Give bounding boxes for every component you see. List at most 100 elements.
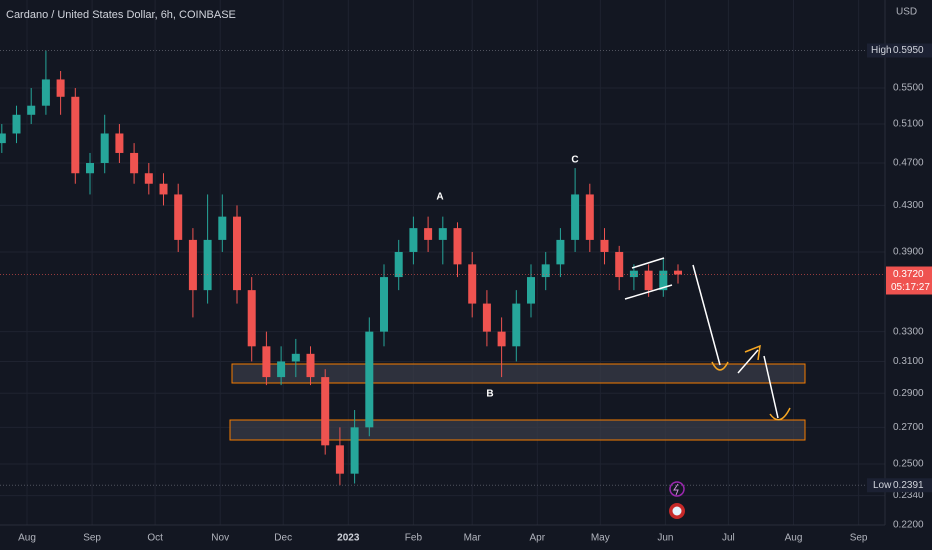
y-tick-label: 0.2500 — [893, 459, 924, 470]
y-tick-label: 0.3100 — [893, 356, 924, 367]
candle-body — [350, 427, 359, 474]
x-tick-label: Aug — [785, 533, 803, 544]
wave-label: B — [486, 389, 493, 400]
candle-body — [86, 162, 95, 174]
candle-body — [291, 353, 300, 362]
candle-body — [159, 183, 168, 195]
support-zone — [229, 419, 806, 441]
chart-title: Cardano / United States Dollar, 6h, COIN… — [6, 9, 236, 21]
x-tick-label: Dec — [274, 533, 292, 544]
candle-body — [380, 277, 389, 332]
candle-body — [615, 251, 624, 278]
x-tick-label: Nov — [211, 533, 229, 544]
candle-body — [600, 239, 609, 252]
candle-body — [321, 377, 330, 446]
y-tick-label: 0.2340 — [893, 490, 924, 501]
wave-label: C — [571, 155, 578, 166]
candle-body — [12, 114, 21, 134]
x-tick-label: Jun — [657, 533, 673, 544]
channel-line — [631, 257, 665, 269]
x-tick-label: Oct — [147, 533, 163, 544]
candle-body — [424, 228, 433, 240]
candle-body — [277, 361, 286, 378]
candle-body — [556, 239, 565, 265]
candle-body — [115, 133, 124, 153]
candle-body — [100, 133, 109, 163]
event-icon[interactable] — [669, 481, 685, 497]
arrow-head — [744, 344, 761, 361]
channel-line — [624, 284, 673, 300]
y-tick-label: 0.2900 — [893, 388, 924, 399]
candle-body — [629, 270, 638, 278]
candle-body — [27, 105, 36, 115]
event-icon — [673, 483, 679, 496]
candle-body — [233, 216, 242, 291]
candle-body — [585, 194, 594, 240]
last-price: 0.3720 — [893, 269, 924, 280]
candle-body — [674, 270, 683, 275]
candle-body — [468, 264, 477, 304]
candle-body — [335, 445, 344, 474]
low-tag — [867, 478, 932, 493]
event-icon — [672, 506, 682, 516]
candle-body — [453, 228, 462, 265]
countdown: 05:17:27 — [891, 282, 930, 293]
x-tick-label: Aug — [18, 533, 36, 544]
candle-body — [571, 194, 580, 240]
candle-body — [56, 79, 65, 97]
candle-body — [247, 290, 256, 347]
candle-body — [130, 152, 139, 174]
high-tag — [867, 43, 932, 58]
candle-body — [497, 331, 506, 347]
arrow — [692, 264, 721, 366]
arrow — [763, 355, 779, 419]
candles — [0, 50, 683, 486]
low-label: Low — [873, 480, 892, 491]
y-tick-label: 0.4300 — [893, 200, 924, 211]
candle-body — [306, 353, 315, 378]
y-tick-label: 0.4700 — [893, 158, 924, 169]
candle-body — [482, 303, 491, 332]
x-tick-label: Sep — [850, 533, 868, 544]
support-zone — [231, 363, 806, 384]
candle-body — [71, 96, 80, 174]
candle-body — [188, 239, 197, 291]
candle-body — [409, 228, 418, 252]
x-tick-label: Apr — [530, 533, 546, 544]
candle-body — [262, 346, 271, 378]
x-tick-label: Feb — [405, 533, 423, 544]
high-label: High — [871, 45, 892, 56]
currency-label: USD — [896, 7, 917, 18]
x-tick-label: 2023 — [337, 533, 360, 544]
candle-body — [541, 264, 550, 278]
y-tick-label: 0.3300 — [893, 326, 924, 337]
low-value: 0.2391 — [893, 480, 924, 491]
candle-body — [438, 228, 447, 240]
candle-body — [0, 133, 6, 144]
candle-body — [41, 79, 50, 106]
arrow-head — [711, 361, 729, 371]
candle-body — [527, 277, 536, 304]
y-tick-label: 0.5500 — [893, 83, 924, 94]
x-tick-label: May — [591, 533, 610, 544]
last-price-tag — [886, 266, 932, 295]
candle-body — [203, 239, 212, 291]
candle-body — [144, 173, 153, 184]
candle-body — [644, 270, 653, 291]
x-tick-label: Sep — [83, 533, 101, 544]
arrow — [737, 349, 759, 374]
arrow-head — [769, 407, 791, 421]
candle-body — [365, 331, 374, 428]
y-tick-label: 0.3900 — [893, 247, 924, 258]
candle-body — [659, 270, 668, 291]
y-tick-label: 0.5100 — [893, 119, 924, 130]
candle-body — [512, 303, 521, 347]
y-tick-label: 0.2700 — [893, 422, 924, 433]
candle-body — [174, 194, 183, 240]
channel — [624, 257, 673, 300]
high-value: 0.5950 — [893, 45, 924, 56]
x-tick-label: Jul — [722, 533, 735, 544]
y-tick-label: 0.2200 — [893, 520, 924, 531]
candle-body — [394, 251, 403, 278]
